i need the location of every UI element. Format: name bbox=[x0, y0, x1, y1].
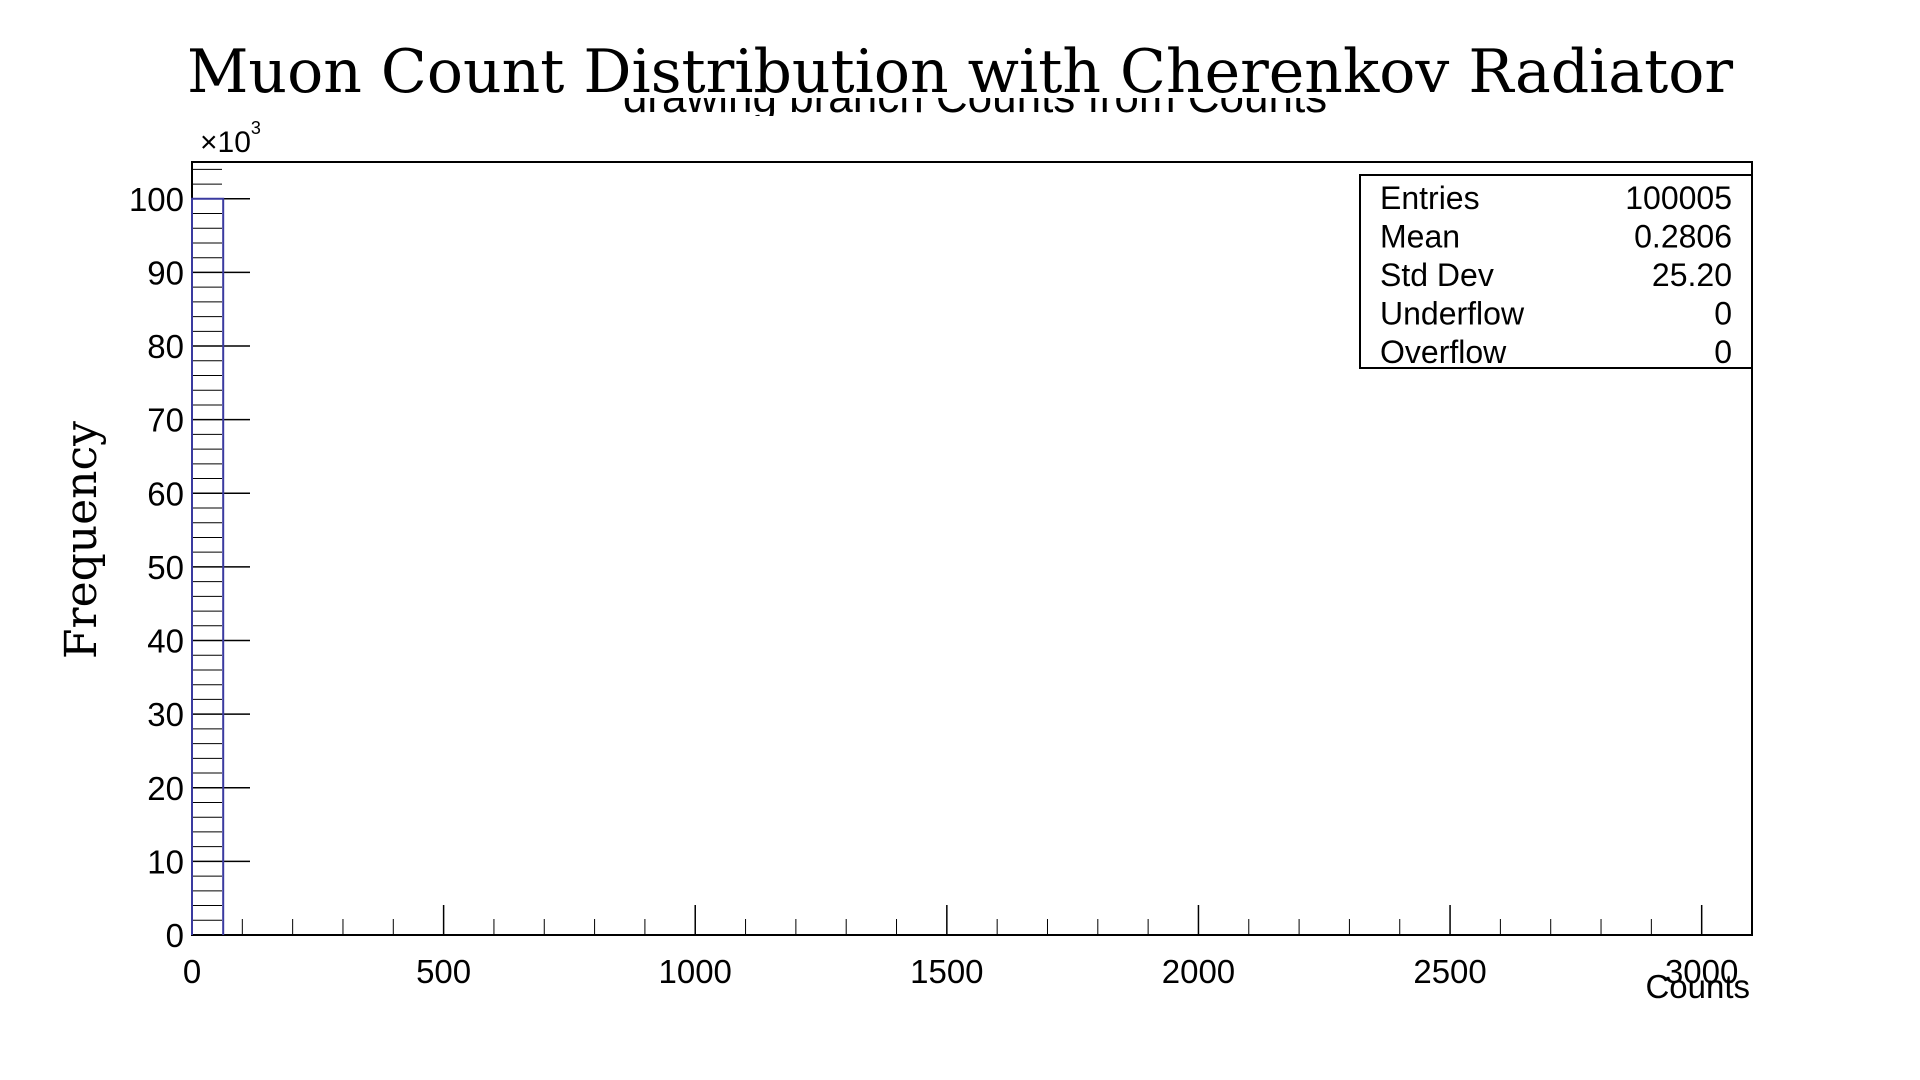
x-tick-label: 3000 bbox=[1665, 953, 1738, 990]
y-multiplier: ×103 bbox=[200, 118, 261, 159]
x-axis-title: Counts bbox=[1645, 968, 1750, 1005]
stats-value: 0 bbox=[1714, 296, 1732, 332]
y-tick-label: 10 bbox=[147, 843, 184, 880]
y-tick-label: 20 bbox=[147, 770, 184, 807]
y-tick-label: 80 bbox=[147, 328, 184, 365]
stats-label: Mean bbox=[1380, 219, 1460, 255]
stats-value: 25.20 bbox=[1652, 257, 1732, 293]
y-tick-label: 100 bbox=[129, 181, 184, 218]
stats-label: Entries bbox=[1380, 180, 1480, 216]
stats-value: 100005 bbox=[1625, 180, 1732, 216]
stats-box-frame bbox=[1359, 174, 1753, 369]
y-tick-label: 70 bbox=[147, 402, 184, 439]
y-tick-label: 40 bbox=[147, 623, 184, 660]
x-tick-label: 1000 bbox=[659, 953, 732, 990]
chart-subtitle: drawing branch Counts from Counts bbox=[623, 73, 1327, 122]
y-tick-label: 30 bbox=[147, 696, 184, 733]
y-tick-label: 0 bbox=[166, 917, 184, 954]
stats-value: 0 bbox=[1714, 334, 1732, 370]
x-tick-label: 0 bbox=[183, 953, 201, 990]
chart-title: Muon Count Distribution with Cherenkov R… bbox=[187, 37, 1733, 107]
stats-value: 0.2806 bbox=[1634, 219, 1732, 255]
y-tick-label: 60 bbox=[147, 475, 184, 512]
stats-label: Underflow bbox=[1380, 296, 1525, 332]
x-tick-label: 1500 bbox=[910, 953, 983, 990]
stats-label: Std Dev bbox=[1380, 257, 1494, 293]
y-multiplier-exponent: 3 bbox=[251, 118, 261, 138]
x-tick-label: 2500 bbox=[1413, 953, 1486, 990]
histogram-bars bbox=[191, 197, 225, 935]
subtitle-group: drawing branch Counts from Counts bbox=[623, 73, 1327, 122]
y-axis-title: Frequency bbox=[56, 421, 107, 659]
stats-box: Entries 100005 Mean 0.2806 Std Dev 25.20 Under… bbox=[1359, 174, 1753, 370]
x-tick-label: 500 bbox=[416, 953, 471, 990]
stats-label: Overflow bbox=[1380, 334, 1507, 370]
y-tick-label: 90 bbox=[147, 254, 184, 291]
y-multiplier-base: ×10 bbox=[200, 126, 251, 159]
histogram-bar bbox=[191, 197, 225, 935]
y-tick-label: 50 bbox=[147, 549, 184, 586]
x-tick-label: 2000 bbox=[1162, 953, 1235, 990]
